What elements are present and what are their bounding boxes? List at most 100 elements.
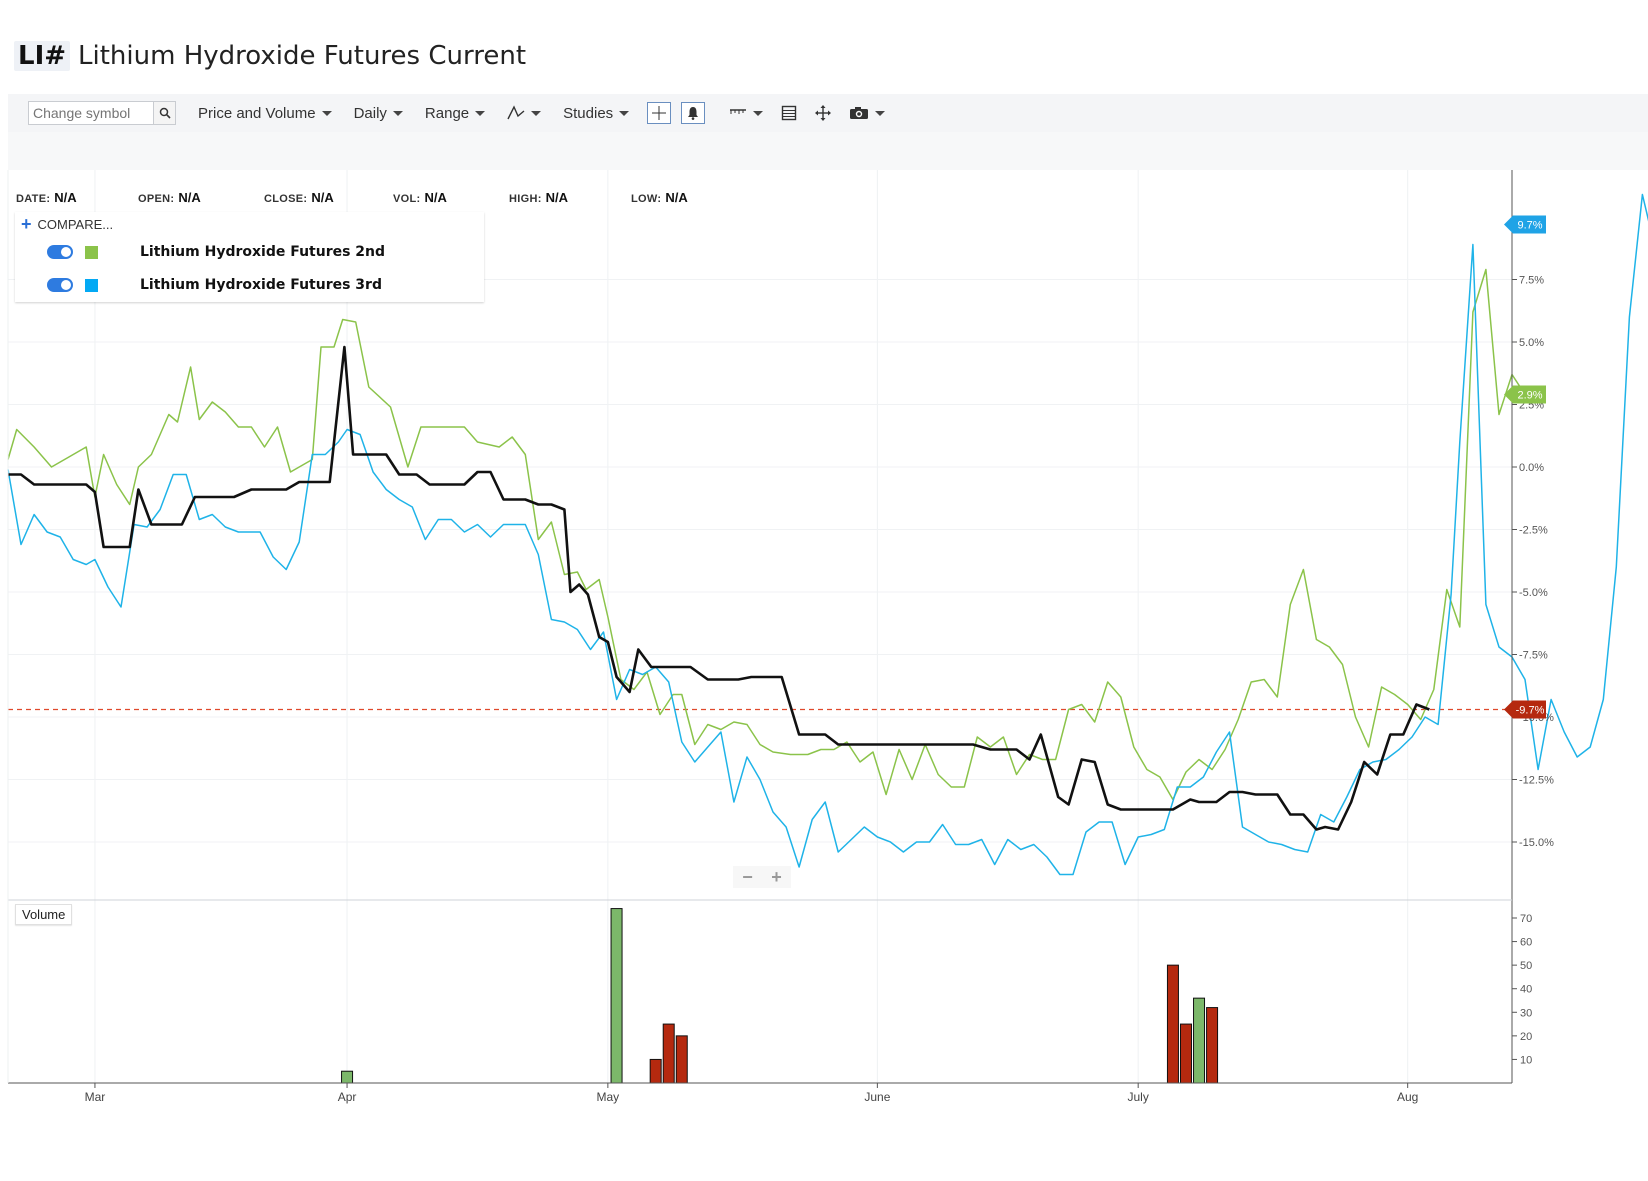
compare-label: COMPARE... — [37, 216, 114, 232]
last-value-label: 2.9% — [1517, 390, 1542, 402]
page-title: Lithium Hydroxide Futures Current — [78, 41, 527, 71]
move-button[interactable] — [815, 105, 832, 121]
volume-bar — [649, 1058, 662, 1084]
x-tick-label: June — [864, 1090, 890, 1104]
chevron-down-icon — [531, 110, 542, 116]
chevron-down-icon — [875, 110, 886, 116]
price-volume-label: Price and Volume — [198, 104, 316, 122]
info-open: OPEN: N/A — [138, 190, 201, 205]
range-label: Range — [424, 104, 470, 122]
interval-label: Daily — [353, 104, 387, 122]
camera-icon — [850, 107, 869, 119]
chevron-down-icon — [475, 110, 486, 116]
crosshair-button[interactable] — [647, 102, 672, 124]
series-swatch — [85, 278, 98, 292]
info-vol: VOL: N/A — [393, 190, 447, 205]
range-dropdown[interactable]: Range — [424, 104, 486, 122]
draw-icon — [507, 105, 525, 120]
chart-toolbar: Price and Volume Daily Range Studies — [8, 94, 1648, 132]
y-tick-label: 5.0% — [1519, 337, 1544, 349]
last-value-tag — [1504, 215, 1546, 234]
series-toggle[interactable] — [47, 278, 73, 292]
move-icon — [815, 105, 832, 121]
crosshair-icon — [652, 106, 667, 120]
legend-item: Lithium Hydroxide Futures 3rd — [47, 275, 382, 295]
compare-legend: + COMPARE... Lithium Hydroxide Futures 2… — [15, 212, 484, 302]
studies-dropdown[interactable]: Studies — [563, 104, 630, 122]
volume-bar — [1166, 964, 1179, 1084]
volume-y-tick-label: 30 — [1520, 1007, 1532, 1019]
y-tick-label: -5.0% — [1519, 587, 1548, 599]
series-toggle[interactable] — [47, 245, 73, 259]
alert-bell-icon — [688, 107, 699, 120]
snapshot-dropdown[interactable] — [849, 106, 886, 120]
studies-label: Studies — [563, 104, 614, 122]
y-tick-label: -15.0% — [1519, 837, 1554, 849]
plus-icon: + — [21, 214, 32, 234]
zoom-in-button[interactable]: + — [771, 866, 782, 887]
symbol-badge: LI# — [14, 41, 71, 71]
search-icon — [159, 107, 171, 119]
alert-button[interactable] — [681, 102, 706, 124]
x-tick-label: July — [1128, 1090, 1149, 1104]
chart-title: LI# Lithium Hydroxide Futures Current — [14, 36, 526, 76]
x-tick-label: May — [597, 1090, 620, 1104]
x-tick-label: Apr — [338, 1090, 357, 1104]
last-value-tag — [1504, 385, 1546, 404]
table-icon — [781, 105, 797, 121]
last-value-label: -9.7% — [1516, 705, 1545, 717]
chevron-down-icon — [619, 110, 630, 116]
last-value-label: 9.7% — [1517, 220, 1542, 232]
chevron-down-icon — [753, 110, 764, 116]
chevron-down-icon — [321, 110, 332, 116]
last-value-tag — [1504, 700, 1546, 719]
volume-bar — [1179, 1023, 1192, 1084]
volume-bar — [610, 908, 623, 1084]
volume-y-tick-label: 70 — [1520, 913, 1532, 925]
symbol-search-input[interactable] — [29, 102, 153, 124]
info-close: CLOSE: N/A — [264, 190, 334, 205]
series-line-main — [8, 345, 1430, 831]
series-line-blue — [7, 193, 1648, 876]
volume-bar — [1206, 1007, 1219, 1084]
volume-bar — [662, 1023, 675, 1084]
y-tick-label: -7.5% — [1519, 650, 1548, 662]
y-tick-label: -2.5% — [1519, 525, 1548, 537]
volume-bar — [1193, 997, 1206, 1084]
x-tick-label: Mar — [85, 1090, 106, 1104]
volume-y-tick-label: 60 — [1520, 937, 1532, 949]
info-date: DATE: N/A — [16, 190, 77, 205]
ruler-icon — [730, 109, 747, 114]
series-name: Lithium Hydroxide Futures 3rd — [140, 277, 382, 293]
series-swatch — [85, 245, 98, 259]
legend-item: Lithium Hydroxide Futures 2nd — [47, 242, 385, 262]
y-tick-label: 7.5% — [1519, 275, 1544, 287]
search-button[interactable] — [153, 102, 175, 124]
draw-dropdown[interactable] — [507, 105, 542, 121]
compare-button[interactable]: + COMPARE... — [21, 214, 114, 234]
info-low: LOW: N/A — [631, 190, 688, 205]
volume-bar — [675, 1035, 688, 1084]
zoom-out-button[interactable]: − — [742, 866, 753, 887]
info-high: HIGH: N/A — [509, 190, 569, 205]
price-volume-dropdown[interactable]: Price and Volume — [198, 105, 332, 122]
series-name: Lithium Hydroxide Futures 2nd — [140, 244, 386, 260]
chevron-down-icon — [392, 110, 403, 116]
ruler-dropdown[interactable] — [729, 108, 764, 118]
interval-dropdown[interactable]: Daily — [354, 105, 403, 122]
volume-y-tick-label: 20 — [1520, 1031, 1532, 1043]
volume-y-tick-label: 50 — [1520, 960, 1532, 972]
table-button[interactable] — [781, 105, 797, 121]
y-tick-label: -12.5% — [1519, 775, 1554, 787]
symbol-search — [28, 101, 176, 125]
volume-y-tick-label: 10 — [1520, 1054, 1532, 1066]
volume-pane-label: Volume — [15, 904, 73, 925]
toolbar-subbar — [8, 132, 1648, 170]
price-chart[interactable]: Mar Apr May June July Aug7.5%5.0%2.5%0.0%-2.5… — [0, 170, 1648, 1181]
volume-bar — [341, 1070, 354, 1084]
x-tick-label: Aug — [1397, 1090, 1418, 1104]
series-line-green — [7, 268, 1526, 801]
y-tick-label: 0.0% — [1519, 462, 1544, 474]
zoom-controls: − + — [733, 866, 791, 888]
volume-y-tick-label: 40 — [1520, 984, 1532, 996]
